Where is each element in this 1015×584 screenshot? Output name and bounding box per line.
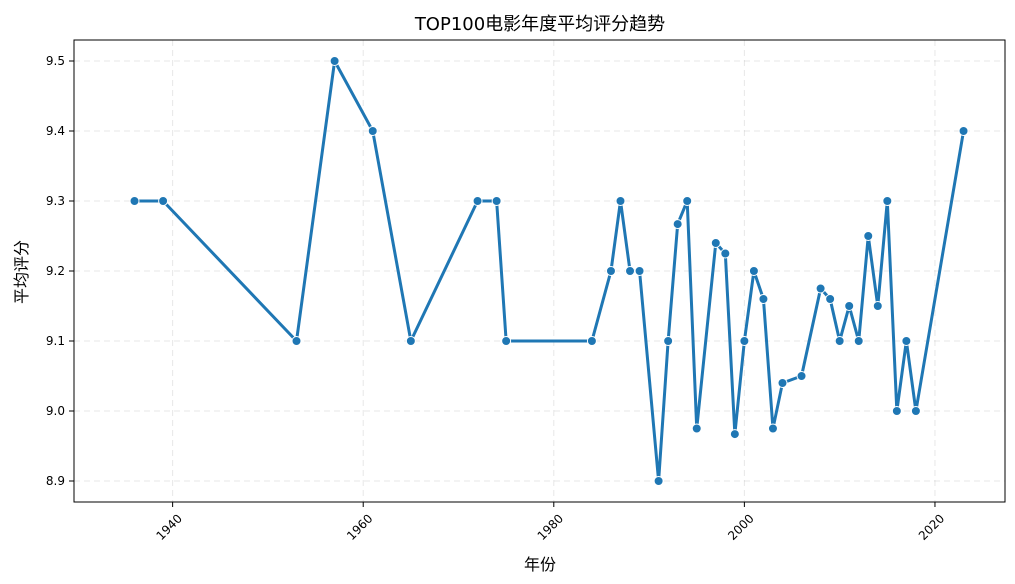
chart-title: TOP100电影年度平均评分趋势 [414, 14, 665, 35]
data-point [767, 423, 778, 434]
data-point [405, 336, 416, 346]
y-tick-label: 9.4 [46, 124, 65, 138]
data-point [634, 266, 645, 276]
data-point [815, 283, 826, 294]
x-tick-label: 1940 [153, 511, 184, 542]
data-point [653, 476, 664, 486]
data-point [625, 266, 636, 276]
data-point [663, 336, 674, 346]
grid [74, 40, 1005, 502]
x-tick-label: 1980 [535, 511, 566, 542]
data-point [672, 219, 683, 230]
data-point [758, 294, 769, 304]
data-point [691, 423, 702, 434]
y-tick-label: 9.3 [46, 194, 65, 208]
x-tick-label: 2000 [725, 511, 756, 542]
data-point [682, 196, 693, 206]
data-point [834, 336, 845, 346]
data-point [329, 56, 340, 66]
axes: 1940 1960 1980 2000 2020 8.9 9.0 9.1 9.2 9.3 9.4 9.… [46, 54, 947, 543]
series-layer [129, 56, 969, 486]
data-point [891, 406, 902, 416]
data-point [844, 301, 855, 311]
data-point [491, 196, 502, 206]
y-tick-label: 9.0 [46, 404, 65, 418]
data-point [501, 336, 512, 346]
x-axis-title: 年份 [524, 555, 556, 574]
data-point [777, 378, 788, 388]
y-tick-label: 9.2 [46, 264, 65, 278]
data-point [291, 336, 302, 346]
data-point [129, 196, 140, 206]
data-point [367, 126, 378, 136]
data-point [472, 196, 483, 206]
data-point [901, 336, 912, 346]
data-point [958, 126, 969, 136]
y-axis-title: 平均评分 [12, 240, 31, 304]
data-point [605, 266, 616, 276]
data-point [586, 336, 597, 346]
data-point [739, 336, 750, 346]
data-point [910, 406, 921, 416]
data-point [615, 196, 626, 206]
data-point [863, 231, 874, 241]
x-tick-label: 2020 [916, 511, 947, 542]
y-tick-label: 9.5 [46, 54, 65, 68]
data-point [853, 336, 864, 346]
x-tick-label: 1960 [344, 511, 375, 542]
data-point [158, 196, 169, 206]
data-point [720, 248, 731, 259]
data-point [748, 266, 759, 276]
data-point [729, 429, 740, 440]
series-line [133, 59, 966, 483]
y-tick-label: 9.1 [46, 334, 65, 348]
data-point [710, 238, 721, 248]
data-point [882, 196, 893, 206]
data-point [796, 371, 807, 381]
data-point [825, 294, 836, 304]
data-point [872, 301, 883, 311]
y-tick-label: 8.9 [46, 474, 65, 488]
